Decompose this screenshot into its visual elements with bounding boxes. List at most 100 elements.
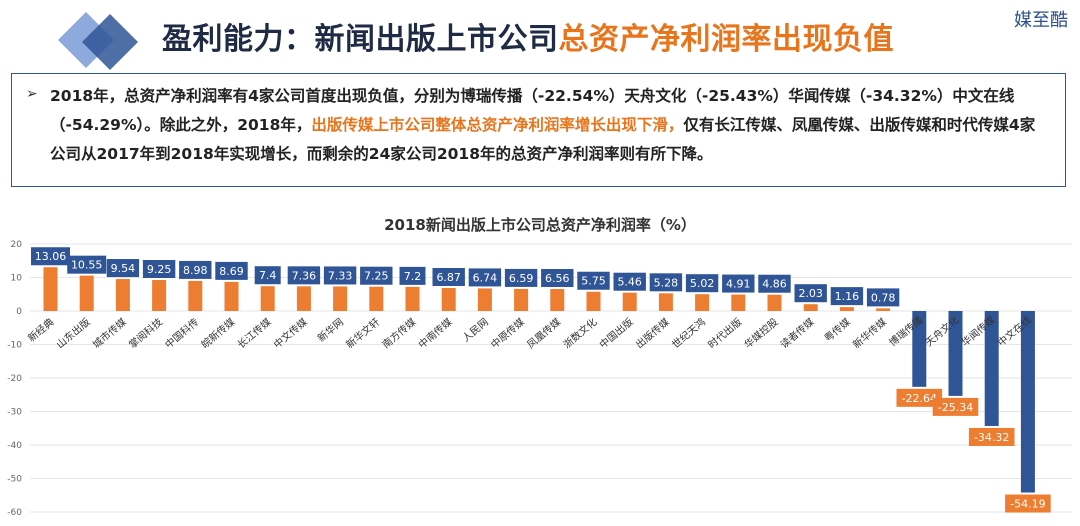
data-label: -34.32 bbox=[974, 431, 1009, 444]
bar bbox=[152, 280, 167, 311]
bar bbox=[803, 304, 818, 311]
data-label: 1.16 bbox=[835, 290, 860, 303]
data-label-box bbox=[254, 266, 281, 285]
data-label-box bbox=[649, 273, 683, 292]
bar bbox=[188, 280, 203, 311]
data-label: 6.56 bbox=[545, 272, 570, 285]
bar bbox=[405, 286, 420, 311]
data-label-box bbox=[866, 288, 900, 307]
brand-watermark: 媒至酷 bbox=[1014, 10, 1068, 31]
category-label: 世纪天鸿 bbox=[669, 315, 708, 351]
y-tick-label: -60 bbox=[7, 508, 22, 518]
title-plain: 盈利能力：新闻出版上市公司 bbox=[162, 22, 559, 57]
bar bbox=[296, 286, 311, 311]
bar bbox=[984, 311, 999, 426]
y-tick-label: 20 bbox=[11, 240, 23, 250]
data-label: 8.98 bbox=[183, 264, 208, 277]
bar bbox=[550, 289, 565, 311]
data-label: 10.55 bbox=[71, 259, 103, 272]
data-label-box bbox=[685, 274, 719, 293]
bar bbox=[912, 311, 927, 387]
data-label-box bbox=[794, 284, 827, 303]
category-label: 长江传媒 bbox=[235, 316, 273, 351]
category-label: 新经典 bbox=[25, 315, 56, 344]
category-label: 皖新传媒 bbox=[198, 315, 237, 351]
category-label: 山东出版 bbox=[54, 315, 93, 351]
data-label-box bbox=[67, 255, 107, 274]
category-label: 粤传媒 bbox=[821, 315, 852, 344]
data-label: 6.87 bbox=[436, 271, 461, 284]
category-label: 掌阅科技 bbox=[126, 315, 165, 351]
bar bbox=[948, 311, 963, 396]
category-label: 中国出版 bbox=[597, 315, 636, 351]
data-label-box bbox=[287, 266, 321, 285]
category-label: 新华传媒 bbox=[850, 315, 889, 351]
bar bbox=[477, 288, 492, 311]
y-tick-label: -40 bbox=[7, 441, 22, 451]
bar bbox=[876, 308, 891, 311]
data-label-box bbox=[399, 266, 426, 285]
data-label: 8.69 bbox=[219, 265, 244, 278]
y-tick-label: 10 bbox=[11, 274, 23, 284]
data-label-box bbox=[758, 274, 791, 293]
bar bbox=[260, 286, 275, 311]
category-label: 华媒控股 bbox=[741, 315, 780, 351]
bar bbox=[441, 287, 456, 311]
bar bbox=[767, 294, 782, 311]
bar bbox=[731, 294, 746, 311]
data-label-box bbox=[722, 274, 755, 293]
data-label-box bbox=[932, 397, 979, 416]
bar bbox=[622, 292, 637, 311]
data-label: 7.4 bbox=[259, 269, 277, 282]
data-label-box bbox=[432, 267, 465, 286]
bar bbox=[333, 286, 348, 311]
data-label: 2.03 bbox=[798, 287, 823, 300]
data-label: 5.28 bbox=[654, 276, 679, 289]
category-label: 读者传媒 bbox=[778, 315, 817, 351]
logo-diamonds-icon bbox=[58, 12, 138, 70]
bar bbox=[224, 281, 239, 311]
bar bbox=[839, 307, 854, 311]
data-label-box bbox=[106, 259, 140, 278]
data-label: 4.86 bbox=[762, 278, 787, 291]
y-tick-label: 0 bbox=[16, 307, 22, 317]
chart-title: 2018新闻出版上市公司总资产净利润率（%） bbox=[384, 216, 696, 234]
bullet-arrow-icon: ➢ bbox=[26, 86, 38, 102]
data-label-box bbox=[468, 268, 502, 287]
category-label: 中南传媒 bbox=[416, 315, 455, 351]
data-label-box bbox=[577, 271, 610, 290]
data-label: 7.2 bbox=[404, 270, 422, 283]
data-label-box bbox=[541, 269, 574, 288]
category-label: 凤凰传媒 bbox=[525, 316, 563, 351]
data-label-box bbox=[968, 427, 1015, 446]
y-tick-label: -20 bbox=[7, 374, 22, 384]
data-label: 5.75 bbox=[581, 275, 606, 288]
data-label-box bbox=[830, 287, 864, 306]
data-label: 9.54 bbox=[111, 262, 136, 275]
data-label: -54.19 bbox=[1010, 498, 1045, 511]
category-label: 人民网 bbox=[460, 316, 491, 344]
bar bbox=[369, 286, 384, 311]
bar bbox=[658, 293, 673, 311]
data-label: 0.78 bbox=[871, 291, 896, 304]
bar-chart: 13.06 10.55 9.54 9.25 8.98 8.69 7.4 7.36 7.33 7.2… bbox=[7, 240, 1072, 518]
data-label: 5.46 bbox=[617, 276, 642, 289]
data-label: 13.06 bbox=[35, 250, 67, 263]
category-label: 新华文轩 bbox=[343, 315, 382, 351]
summary-highlight: 出版传媒上市公司整体总资产净利润率增长出现下滑， bbox=[311, 116, 684, 134]
bar bbox=[115, 279, 130, 311]
category-label: 出版传媒 bbox=[633, 315, 672, 351]
y-tick-label: -10 bbox=[7, 341, 22, 351]
data-label-box bbox=[896, 388, 943, 407]
summary-part1: 2018年，总资产净利润率有4家公司首度出现负值，分别为博瑞传播（-22.54%… bbox=[50, 87, 1015, 134]
page-title: 盈利能力：新闻出版上市公司总资产净利润率出现负值 bbox=[162, 14, 894, 64]
summary-paragraph: 2018年，总资产净利润率有4家公司首度出现负值，分别为博瑞传播（-22.54%… bbox=[50, 82, 1050, 169]
bar bbox=[43, 267, 58, 311]
data-label: 4.91 bbox=[726, 278, 751, 291]
y-tick-label: -50 bbox=[7, 475, 22, 485]
category-label: 南方传媒 bbox=[379, 315, 418, 351]
bar bbox=[695, 294, 710, 311]
data-label: 6.74 bbox=[473, 271, 498, 284]
bar bbox=[514, 288, 529, 311]
data-label: -25.34 bbox=[938, 401, 973, 414]
